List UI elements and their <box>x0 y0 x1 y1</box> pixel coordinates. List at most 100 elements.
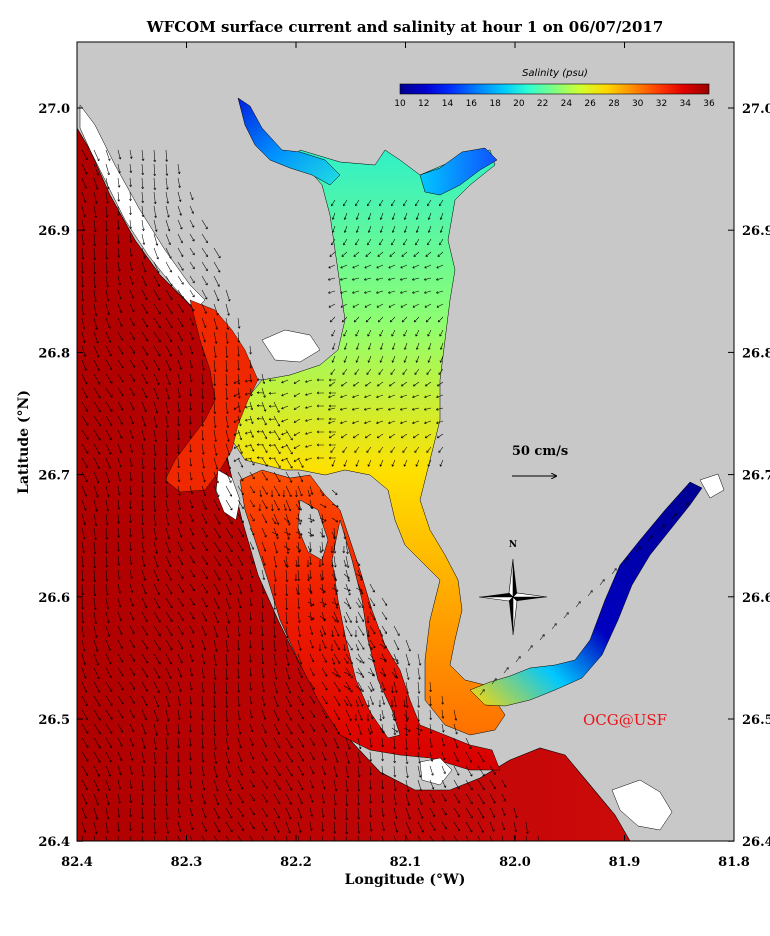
current-vector-arrow <box>671 513 677 520</box>
current-vector-arrow <box>297 597 301 609</box>
current-vector-arrow <box>117 751 123 762</box>
current-vector-arrow <box>400 264 408 269</box>
current-vector-arrow <box>189 611 195 620</box>
current-vector-arrow <box>328 303 336 308</box>
current-vector-arrow <box>141 303 148 314</box>
current-vector-arrow <box>213 457 219 470</box>
current-vector-arrow <box>81 625 85 638</box>
current-vector-arrow <box>439 199 444 207</box>
current-vector-arrow <box>201 597 208 608</box>
current-vector-arrow <box>81 485 88 497</box>
current-vector-arrow <box>305 379 313 383</box>
current-vector-arrow <box>345 667 353 679</box>
current-vector-arrow <box>297 639 302 651</box>
current-vector-arrow <box>177 765 181 777</box>
current-vector-arrow <box>368 342 372 350</box>
current-vector-arrow <box>381 611 388 620</box>
current-vector-arrow <box>413 251 420 257</box>
current-vector-arrow <box>153 835 156 841</box>
current-vector-arrow <box>355 355 360 363</box>
current-vector-arrow <box>249 639 252 649</box>
current-vector-arrow <box>237 681 241 693</box>
current-vector-arrow <box>381 765 384 776</box>
current-vector-arrow <box>489 807 495 818</box>
current-vector-arrow <box>189 373 193 383</box>
current-vector-arrow <box>356 342 360 350</box>
current-vector-arrow <box>177 583 184 593</box>
current-vector-arrow <box>333 653 341 664</box>
current-vector-arrow <box>379 329 384 337</box>
current-vector-arrow <box>367 727 372 735</box>
current-vector-arrow <box>213 737 217 750</box>
current-vector-arrow <box>328 404 336 408</box>
current-vector-arrow <box>129 583 134 593</box>
current-vector-arrow <box>321 639 327 649</box>
current-vector-arrow <box>293 444 301 449</box>
current-vector-arrow <box>213 331 218 344</box>
current-vector-arrow <box>213 625 219 638</box>
current-vector-arrow <box>177 681 182 692</box>
current-vector-arrow <box>388 290 396 294</box>
current-vector-arrow <box>141 793 145 806</box>
current-vector-arrow <box>225 499 233 511</box>
current-vector-arrow <box>352 277 360 281</box>
current-vector-arrow <box>353 316 360 323</box>
current-vector-arrow <box>201 555 208 566</box>
current-vector-arrow <box>309 653 315 663</box>
current-vector-arrow <box>285 639 290 652</box>
current-vector-arrow <box>309 527 313 537</box>
current-vector-arrow <box>141 149 145 161</box>
current-vector-arrow <box>453 779 460 790</box>
current-vector-arrow <box>81 807 87 819</box>
current-vector-arrow <box>93 779 100 792</box>
current-vector-arrow <box>441 751 446 761</box>
current-vector-arrow <box>412 303 420 308</box>
current-vector-arrow <box>189 639 194 648</box>
current-vector-arrow <box>503 667 509 674</box>
current-vector-arrow <box>93 359 100 371</box>
current-vector-arrow <box>369 779 372 790</box>
current-vector-arrow <box>201 373 205 385</box>
current-vector-arrow <box>345 639 353 651</box>
current-vector-arrow <box>165 443 169 456</box>
current-vector-arrow <box>355 329 360 337</box>
current-vector-arrow <box>225 555 233 567</box>
current-vector-arrow <box>237 695 241 707</box>
current-vector-arrow <box>683 502 689 509</box>
current-vector-arrow <box>117 541 120 552</box>
caloosahatchee-river-water <box>469 481 703 707</box>
current-vector-arrow <box>477 765 485 777</box>
current-vector-arrow <box>379 212 384 220</box>
current-vector-arrow <box>105 625 111 638</box>
current-vector-arrow <box>237 359 241 371</box>
current-vector-arrow <box>141 317 148 328</box>
current-vector-arrow <box>330 643 334 652</box>
current-vector-arrow <box>165 233 171 246</box>
current-vector-arrow <box>364 433 372 439</box>
current-vector-arrow <box>81 779 88 791</box>
current-vector-arrow <box>367 329 372 337</box>
current-vector-arrow <box>117 527 120 538</box>
current-vector-arrow <box>141 835 143 841</box>
current-vector-arrow <box>441 821 447 830</box>
current-vector-arrow <box>177 303 184 313</box>
current-vector-arrow <box>405 821 412 834</box>
current-vector-arrow <box>177 219 183 230</box>
current-vector-arrow <box>329 381 336 387</box>
current-vector-arrow <box>261 765 268 775</box>
current-vector-arrow <box>81 821 87 833</box>
current-vector-arrow <box>513 807 518 819</box>
current-vector-arrow <box>117 807 121 818</box>
current-vector-arrow <box>165 737 169 750</box>
current-vector-arrow <box>105 373 113 384</box>
current-vector-arrow <box>225 373 229 386</box>
current-vector-arrow <box>225 709 229 722</box>
current-vector-arrow <box>225 611 231 624</box>
y-axis: 27.0 27.026.9 26.926.8 26.826.7 26.726.6 26.6… <box>38 102 770 850</box>
current-vector-arrow <box>189 317 195 326</box>
current-vector-arrow <box>81 835 84 841</box>
current-vector-arrow <box>129 639 135 648</box>
current-vector-arrow <box>309 765 315 775</box>
current-vector-arrow <box>453 821 460 832</box>
current-vector-arrow <box>391 713 396 721</box>
